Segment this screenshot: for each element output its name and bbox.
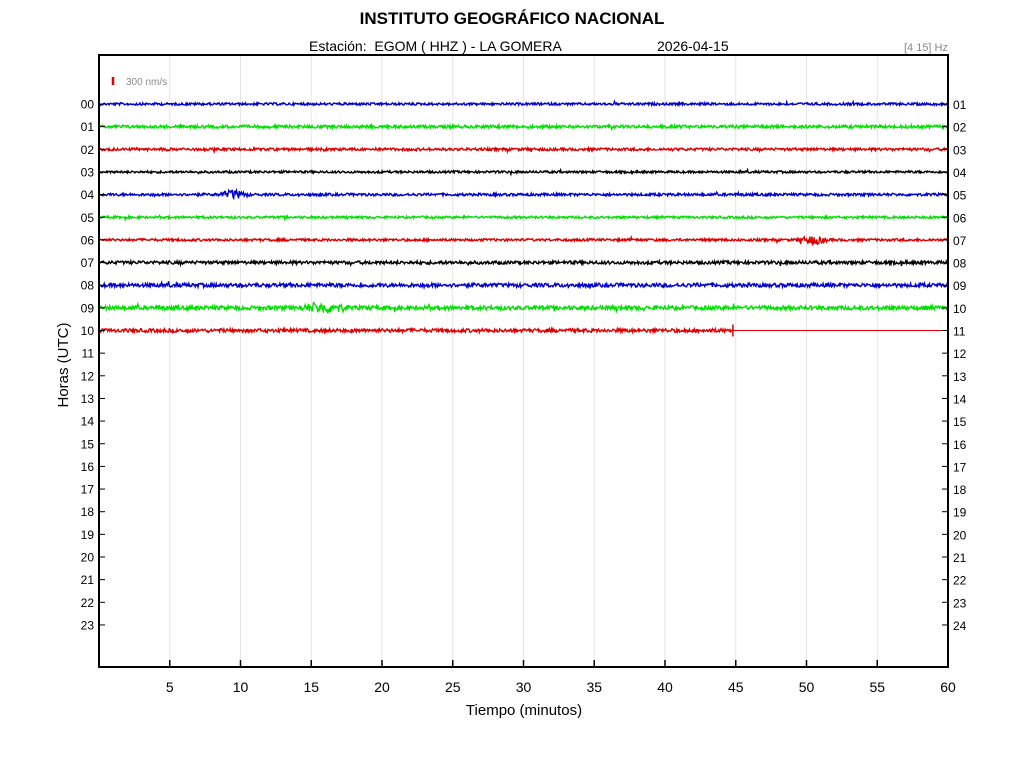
- scale-label: 300 nm/s: [126, 77, 167, 88]
- hour-label-right: 09: [953, 279, 967, 293]
- hour-label-left: 00: [81, 98, 95, 112]
- hour-label-left: 06: [81, 233, 95, 247]
- hour-label-left: 10: [81, 324, 95, 338]
- hour-label-right: 01: [953, 98, 967, 112]
- trace-hour-06: [99, 234, 949, 247]
- station-label: Estación: EGOM ( HHZ ) - LA GOMERA: [309, 38, 562, 54]
- x-tick-label: 15: [303, 679, 319, 695]
- trace-hour-03: [99, 167, 948, 177]
- hour-label-left: 03: [81, 165, 95, 179]
- hour-label-right: 19: [953, 506, 967, 520]
- hour-label-left: 23: [81, 618, 95, 632]
- trace-hour-10: [99, 326, 734, 335]
- x-tick-label: 5: [166, 679, 174, 695]
- x-tick-label: 45: [728, 679, 744, 695]
- hour-label-left: 01: [81, 120, 95, 134]
- hour-label-left: 11: [82, 347, 95, 361]
- hour-label-left: 21: [81, 573, 95, 587]
- hour-label-right: 03: [953, 143, 967, 157]
- hour-label-right: 07: [953, 234, 967, 248]
- hour-label-right: 17: [953, 460, 967, 474]
- x-axis-label: Tiempo (minutos): [466, 702, 582, 719]
- hour-label-right: 24: [953, 619, 967, 633]
- hour-label-right: 11: [953, 325, 966, 339]
- x-tick-label: 10: [233, 679, 249, 695]
- scale-indicator: 300 nm/s: [111, 77, 167, 88]
- trace-hour-05: [99, 213, 949, 222]
- y-axis-label: Horas (UTC): [55, 322, 72, 407]
- hour-label-left: 12: [81, 369, 95, 383]
- hour-label-right: 08: [953, 257, 967, 271]
- x-tick-label: 55: [869, 679, 885, 695]
- hour-label-left: 18: [81, 505, 95, 519]
- hour-label-left: 16: [81, 460, 95, 474]
- hour-label-right: 10: [953, 302, 967, 316]
- hour-label-right: 20: [953, 528, 967, 542]
- hour-label-right: 18: [953, 483, 967, 497]
- chart-title: INSTITUTO GEOGRÁFICO NACIONAL: [359, 9, 665, 28]
- hour-label-left: 14: [81, 415, 95, 429]
- hour-label-right: 05: [953, 189, 967, 203]
- hour-label-right: 13: [953, 370, 967, 384]
- hour-label-left: 22: [81, 596, 95, 610]
- hour-label-right: 16: [953, 438, 967, 452]
- frequency-band-label: [4 15] Hz: [903, 42, 948, 54]
- trace-hour-09: [99, 300, 949, 314]
- hour-label-right: 04: [953, 166, 967, 180]
- hour-label-left: 02: [81, 143, 95, 157]
- hour-label-right: 23: [953, 596, 967, 610]
- hour-label-left: 13: [81, 392, 95, 406]
- grid-lines: [169, 55, 878, 667]
- x-tick-label: 60: [940, 679, 956, 695]
- hour-label-right: 21: [953, 551, 967, 565]
- hour-label-right: 15: [953, 415, 967, 429]
- hour-label-left: 17: [81, 483, 95, 497]
- date-label: 2026-04-15: [657, 38, 729, 54]
- hour-label-left: 04: [81, 188, 95, 202]
- x-tick-label: 25: [445, 679, 461, 695]
- axis-labels: 5 10 15 20 25 30 35 40 45 50 55 60 00 01 02 03 04 05 06 07 0…: [81, 98, 967, 696]
- hour-label-left: 19: [81, 528, 95, 542]
- trace-hour-02: [99, 145, 949, 155]
- x-tick-label: 30: [516, 679, 532, 695]
- traces: [99, 99, 949, 337]
- hour-label-right: 12: [953, 347, 967, 361]
- hour-label-left: 09: [81, 301, 95, 315]
- axis-ticks: [99, 103, 948, 667]
- hour-label-right: 14: [953, 392, 967, 406]
- x-tick-label: 40: [657, 679, 673, 695]
- hour-label-left: 08: [81, 279, 95, 293]
- hour-label-left: 20: [81, 551, 95, 565]
- hour-label-right: 02: [953, 121, 967, 135]
- trace-hour-08: [99, 280, 949, 290]
- hour-label-left: 05: [81, 211, 95, 225]
- trace-hour-00: [99, 99, 949, 108]
- x-tick-label: 20: [374, 679, 390, 695]
- x-tick-label: 50: [799, 679, 815, 695]
- hour-label-left: 15: [81, 437, 95, 451]
- x-tick-label: 35: [586, 679, 602, 695]
- hour-label-right: 06: [953, 211, 967, 225]
- trace-hour-01: [99, 122, 949, 132]
- hour-label-left: 07: [81, 256, 95, 270]
- hour-label-right: 22: [953, 574, 967, 588]
- trace-hour-07: [99, 258, 949, 268]
- trace-hour-04: [99, 187, 949, 201]
